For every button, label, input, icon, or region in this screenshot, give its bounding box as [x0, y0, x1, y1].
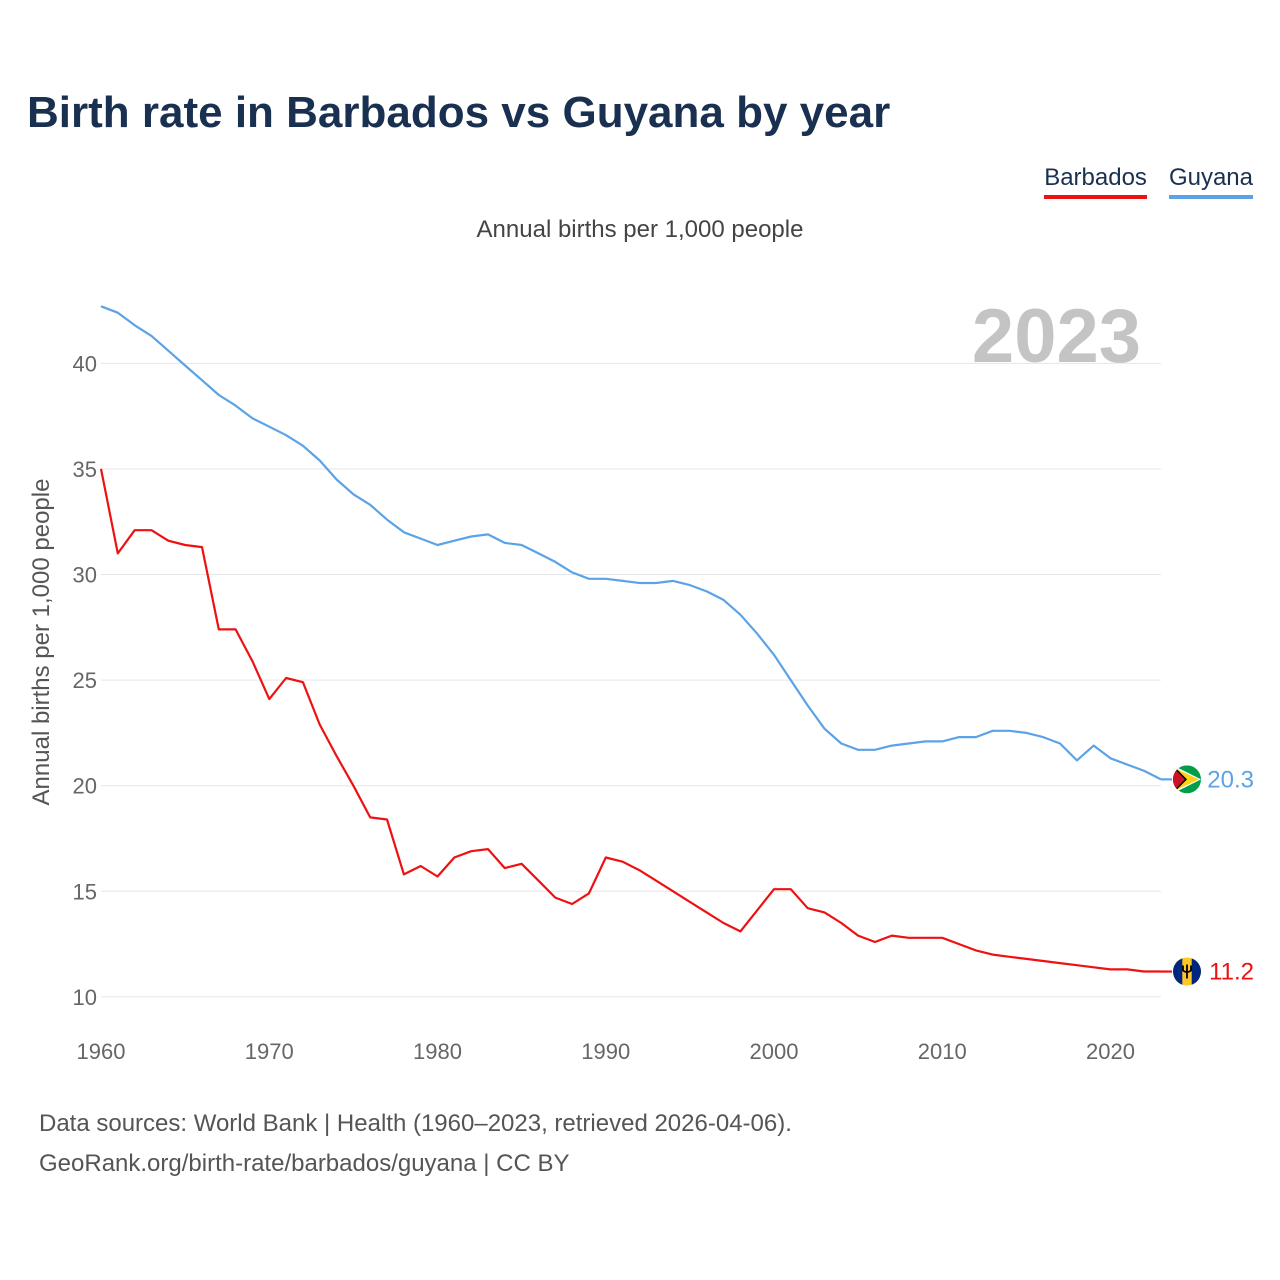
chart-subtitle: Annual births per 1,000 people: [476, 216, 804, 243]
legend-item-barbados[interactable]: Barbados: [1044, 164, 1147, 199]
x-tick-label-1970: 1970: [245, 1039, 294, 1064]
barbados-flag-icon: [1173, 957, 1201, 986]
x-tick-label-1980: 1980: [413, 1039, 462, 1064]
year-label: 2023: [972, 294, 1141, 379]
source-notes: Data sources: World Bank | Health (1960–…: [39, 1104, 792, 1184]
legend: Barbados Guyana: [1044, 164, 1253, 199]
series-line-guyana[interactable]: [100, 305, 1162, 781]
legend-item-guyana[interactable]: Guyana: [1168, 164, 1253, 199]
x-tick-label-2020: 2020: [1086, 1039, 1135, 1064]
y-tick-label-10: 10: [73, 985, 97, 1010]
y-tick-label-35: 35: [73, 457, 97, 482]
y-tick-label-40: 40: [73, 351, 97, 376]
x-tick-label-2010: 2010: [918, 1039, 967, 1064]
x-tick-label-1990: 1990: [581, 1039, 630, 1064]
y-tick-label-15: 15: [73, 879, 97, 904]
x-tick-label-1960: 1960: [77, 1039, 126, 1064]
x-tick-label-2000: 2000: [750, 1039, 799, 1064]
end-value-label-guyana: 20.3: [1207, 766, 1254, 793]
series-line-barbados[interactable]: [99, 468, 1161, 973]
y-tick-label-25: 25: [73, 668, 97, 693]
source-line-data: Data sources: World Bank | Health (1960–…: [39, 1110, 792, 1137]
end-value-label-barbados: 11.2: [1209, 959, 1254, 986]
guyana-flag-icon: [1173, 765, 1201, 794]
chart-title: Birth rate in Barbados vs Guyana by year: [27, 88, 891, 137]
y-tick-label-20: 20: [73, 774, 97, 799]
source-line-link[interactable]: GeoRank.org/birth-rate/barbados/guyana |…: [39, 1150, 570, 1177]
y-tick-label-30: 30: [73, 563, 97, 588]
